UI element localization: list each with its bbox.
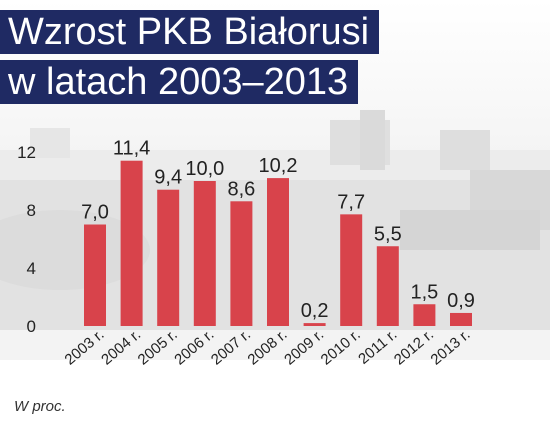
bar-value-label: 8,6 [227,178,255,200]
bar [120,160,143,326]
bar [267,178,289,326]
bar [230,201,253,326]
bar [157,189,180,326]
bar-value-label: 7,0 [81,202,109,224]
bar-value-label: 10,2 [259,155,298,177]
bar-value-label: 7,7 [337,191,365,213]
x-tick-label: 2011 r. [355,326,400,368]
chart-title-line-2: w latach 2003–2013 [0,60,359,104]
bar [303,323,326,326]
bar [450,312,472,326]
x-tick-label: 2004 r. [98,326,144,369]
bar [413,304,436,326]
bar [376,246,399,326]
y-tick-label: 0 [27,317,36,336]
bar [340,214,363,326]
bar-value-label: 11,4 [113,138,150,160]
chart-title-line-1: Wzrost PKB Białorusi [0,10,380,54]
bar-value-label: 1,5 [410,281,438,303]
x-tick-label: 2009 r. [281,326,327,369]
x-tick-label: 2008 r. [245,326,291,369]
x-tick-label: 2007 r. [208,326,254,369]
x-tick-label: 2006 r. [171,326,217,369]
bar [84,224,106,326]
y-tick-label: 4 [27,259,36,278]
bar-value-label: 0,2 [301,300,329,322]
bar-value-label: 10,0 [185,158,224,180]
x-tick-label: 2012 r. [391,326,437,369]
bar-value-label: 5,5 [374,223,402,245]
y-tick-label: 12 [17,143,36,162]
unit-note: W proc. [14,398,66,415]
y-tick-label: 8 [27,201,36,220]
x-tick-label: 2003 r. [62,326,108,369]
x-tick-label: 2013 r. [428,326,474,369]
bar-value-label: 9,4 [154,167,182,189]
x-tick-label: 2005 r. [135,326,181,369]
bar [193,181,216,326]
bar-value-label: 0,9 [447,290,475,312]
x-tick-label: 2010 r. [318,326,364,369]
